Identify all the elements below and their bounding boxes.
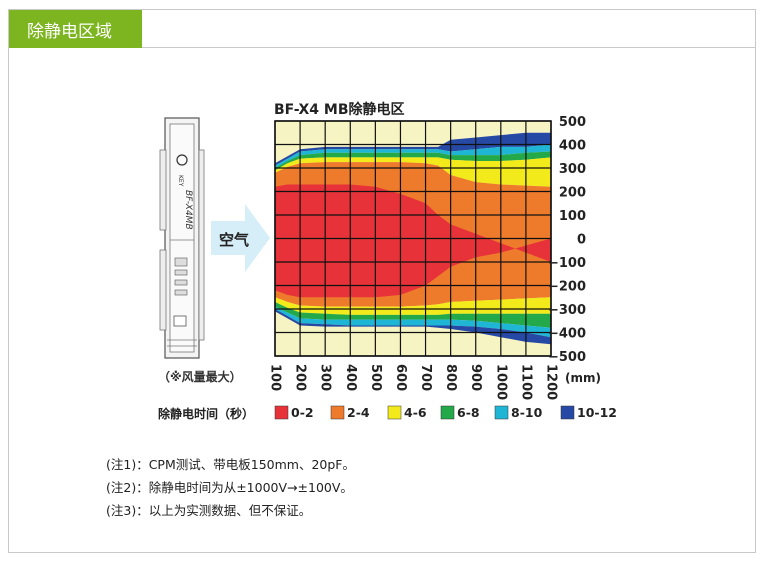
grid <box>274 120 552 357</box>
zone-8-10-upper <box>275 144 551 168</box>
legend-label: 8-10 <box>511 405 543 420</box>
y-tick-label: 200 <box>559 186 586 201</box>
legend: 0-2 2-4 4-6 6-8 8-10 10-12 <box>274 405 617 420</box>
content-frame <box>8 9 756 553</box>
x-tick-label: 100 <box>268 364 283 391</box>
section-title: 除静电区域 <box>9 10 142 48</box>
zone-10-12-lower <box>275 309 551 345</box>
plot-border <box>274 120 552 357</box>
y-axis: 500 400 300 200 100 0 −100 −200 −300 −400 −500 <box>548 115 586 365</box>
legend-label: 4-6 <box>404 405 427 420</box>
note-3: (注3)：以上为实测数据、但不保证。 <box>106 503 312 518</box>
x-tick-label: 500 <box>368 364 383 391</box>
x-tick-label: 300 <box>318 364 333 391</box>
note-1: (注1)：CPM测试、带电板150mm、20pF。 <box>106 457 355 472</box>
x-unit-label: (mm) <box>565 371 601 385</box>
y-tick-label: 400 <box>559 139 586 154</box>
air-label: 空气 <box>219 231 249 249</box>
y-tick-label: −100 <box>548 256 586 271</box>
y-tick-label: 500 <box>559 115 586 130</box>
header-divider <box>142 47 755 48</box>
x-tick-label: 400 <box>343 364 358 391</box>
legend-swatch <box>560 405 575 420</box>
brand-logo-icon <box>176 154 188 166</box>
legend-label: 2-4 <box>347 405 370 420</box>
ionizer-device: KEY BF-X4MB <box>159 117 205 359</box>
legend-swatch <box>440 405 455 420</box>
note-2: (注2)：除静电时间为从±1000V→±100V。 <box>106 480 353 495</box>
device-brand: KEY <box>177 175 184 187</box>
x-tick-label: 200 <box>293 364 308 391</box>
x-tick-label: 1000 <box>493 364 508 400</box>
legend-label: 0-2 <box>291 405 314 420</box>
legend-swatch <box>494 405 509 420</box>
legend-label: 6-8 <box>457 405 480 420</box>
device-caption: （※风量最大） <box>158 369 242 384</box>
y-tick-label: 300 <box>559 162 586 177</box>
legend-swatch <box>387 405 402 420</box>
x-tick-label: 600 <box>393 364 408 391</box>
x-tick-label: 1200 <box>544 364 559 400</box>
zone-6-8-upper <box>275 151 551 171</box>
y-tick-label: 100 <box>559 209 586 224</box>
legend-label: 10-12 <box>577 405 617 420</box>
x-tick-label: 700 <box>418 364 433 391</box>
legend-swatch <box>330 405 345 420</box>
x-axis: 100 200 300 400 500 600 700 800 900 1000 1100 1200 <box>268 364 559 400</box>
x-tick-label: 1100 <box>518 364 533 400</box>
legend-title: 除静电时间（秒） <box>158 406 254 421</box>
air-flow-arrow-icon <box>211 204 270 272</box>
y-tick-label: −500 <box>548 350 586 365</box>
zone-0-2 <box>275 184 551 298</box>
heatmap-plot <box>274 120 552 357</box>
y-tick-label: −400 <box>548 327 586 342</box>
x-tick-label: 800 <box>443 364 458 391</box>
y-tick-label: −300 <box>548 303 586 318</box>
zone-8-10-lower <box>275 306 551 338</box>
y-tick-label: 0 <box>577 233 586 248</box>
zone-4-6-lower <box>275 297 551 315</box>
notes: (注1)：CPM测试、带电板150mm、20pF。 (注2)：除静电时间为从±1… <box>106 453 355 522</box>
zone-6-8-lower <box>275 301 551 328</box>
x-tick-label: 900 <box>468 364 483 391</box>
device-model-label: BF-X4MB <box>183 190 193 230</box>
chart-title: BF-X4 MB除静电区 <box>274 101 404 118</box>
y-tick-label: −200 <box>548 280 586 295</box>
legend-swatch <box>274 405 289 420</box>
zone-4-6-upper <box>275 157 551 187</box>
